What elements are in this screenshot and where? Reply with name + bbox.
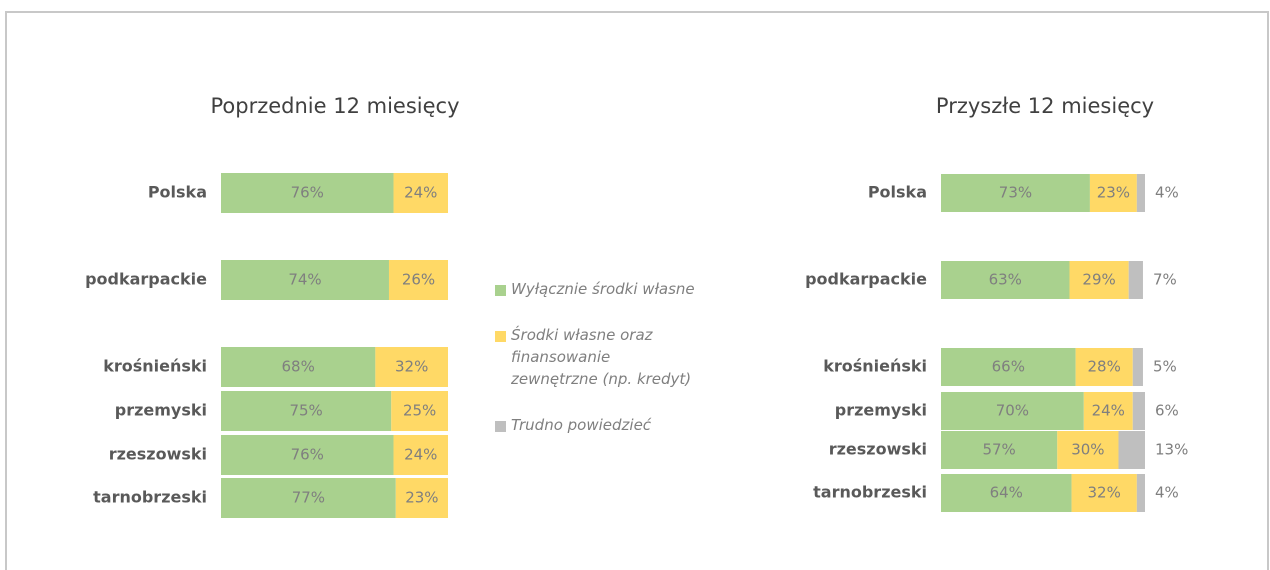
value-label: 5% [1153, 358, 1177, 376]
bar-segment [375, 347, 448, 387]
bar-segment [1057, 431, 1119, 469]
bar-segment [221, 391, 392, 431]
value-label: 73% [999, 184, 1032, 202]
value-label: 4% [1155, 484, 1179, 502]
value-label: 77% [292, 489, 325, 507]
bar-segment [1071, 474, 1137, 512]
bar-segment [1136, 174, 1145, 212]
legend-swatch [495, 331, 506, 342]
value-label: 24% [404, 184, 437, 202]
bar-segment [1075, 348, 1133, 386]
legend-item: Trudno powiedzieć [495, 414, 695, 436]
category-label: tarnobrzeski [93, 488, 207, 507]
value-label: 76% [291, 446, 324, 464]
value-label: 25% [403, 402, 436, 420]
value-label: 75% [289, 402, 322, 420]
bar-segment [393, 435, 448, 475]
chart-title: Przyszłe 12 miesięcy [936, 94, 1154, 118]
frame [5, 11, 1269, 570]
value-label: 30% [1071, 441, 1104, 459]
value-label: 68% [282, 358, 315, 376]
bar-segment [221, 478, 396, 518]
bar-segment [1083, 392, 1133, 430]
bar-segment [941, 392, 1084, 430]
legend-label: Środki własne oraz finansowanie zewnętrz… [511, 326, 692, 388]
category-label: Polska [148, 183, 207, 202]
legend: Wyłącznie środki własne Środki własne ora… [495, 278, 695, 460]
bar-segment [221, 173, 394, 213]
bar-segment [395, 478, 448, 518]
bar-segment [1089, 174, 1137, 212]
value-label: 26% [402, 271, 435, 289]
bar-segment [941, 431, 1058, 469]
chart-title: Poprzednie 12 miesięcy [210, 94, 459, 118]
value-label: 7% [1153, 271, 1177, 289]
bar-segment [221, 435, 394, 475]
bar-segment [1132, 348, 1143, 386]
value-label: 6% [1155, 402, 1179, 420]
value-label: 29% [1082, 271, 1115, 289]
bar-segment [221, 347, 376, 387]
category-label: rzeszowski [829, 440, 927, 459]
legend-swatch [495, 285, 506, 296]
category-label: rzeszowski [109, 445, 207, 464]
value-label: 63% [989, 271, 1022, 289]
category-label: przemyski [115, 401, 207, 420]
value-label: 4% [1155, 184, 1179, 202]
category-label: Polska [868, 183, 927, 202]
value-label: 23% [405, 489, 438, 507]
value-label: 32% [1088, 484, 1121, 502]
bar-segment [393, 173, 448, 213]
category-label: krośnieński [103, 357, 207, 376]
category-label: krośnieński [823, 357, 927, 376]
bar-segment [388, 260, 448, 300]
value-label: 76% [291, 184, 324, 202]
bar-segment [1118, 431, 1145, 469]
bar-segment [1128, 261, 1143, 299]
category-label: podkarpackie [85, 270, 207, 289]
value-label: 74% [288, 271, 321, 289]
bar-segment [941, 474, 1072, 512]
legend-label: Trudno powiedzieć [511, 416, 652, 434]
bar-segment [221, 260, 389, 300]
category-label: tarnobrzeski [813, 483, 927, 502]
value-label: 70% [996, 402, 1029, 420]
legend-swatch [495, 421, 506, 432]
value-label: 57% [982, 441, 1015, 459]
value-label: 24% [1092, 402, 1125, 420]
bar-segment [1069, 261, 1129, 299]
legend-item: Środki własne oraz finansowanie zewnętrz… [495, 324, 695, 390]
value-label: 24% [404, 446, 437, 464]
value-label: 32% [395, 358, 428, 376]
category-label: podkarpackie [805, 270, 927, 289]
bar-segment [941, 261, 1070, 299]
legend-label: Wyłącznie środki własne [511, 280, 695, 298]
value-label: 28% [1088, 358, 1121, 376]
bar-segment [941, 348, 1076, 386]
category-label: przemyski [835, 401, 927, 420]
bar-segment [391, 391, 448, 431]
bar-segment [941, 174, 1090, 212]
value-label: 23% [1097, 184, 1130, 202]
value-label: 64% [990, 484, 1023, 502]
value-label: 13% [1155, 441, 1188, 459]
legend-item: Wyłącznie środki własne [495, 278, 695, 300]
value-label: 66% [992, 358, 1025, 376]
bar-segment [1132, 392, 1145, 430]
bar-segment [1136, 474, 1145, 512]
